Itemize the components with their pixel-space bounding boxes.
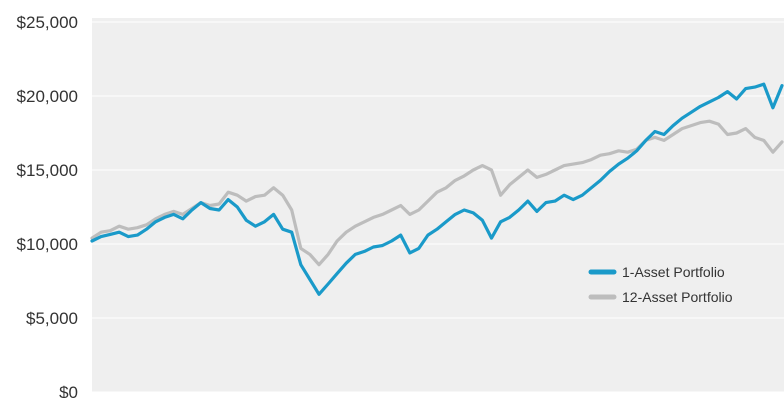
y-tick-label: $10,000 [17, 235, 78, 254]
gridlines [92, 21, 784, 393]
y-tick-label: $25,000 [17, 13, 78, 32]
series-line-1-asset [90, 82, 784, 296]
y-tick-label: $15,000 [17, 161, 78, 180]
series-line-12-asset [90, 119, 784, 267]
series-layer [90, 82, 784, 296]
legend-label: 1-Asset Portfolio [622, 264, 725, 280]
y-tick-label: $5,000 [26, 309, 78, 328]
y-tick-label: $20,000 [17, 87, 78, 106]
y-axis: $0 $5,000 $10,000 $15,000 $20,000 $25,000 [17, 13, 78, 402]
y-tick-label: $0 [59, 383, 78, 398]
legend-label: 12-Asset Portfolio [622, 289, 733, 305]
legend: 1-Asset Portfolio 12-Asset Portfolio [588, 264, 733, 305]
